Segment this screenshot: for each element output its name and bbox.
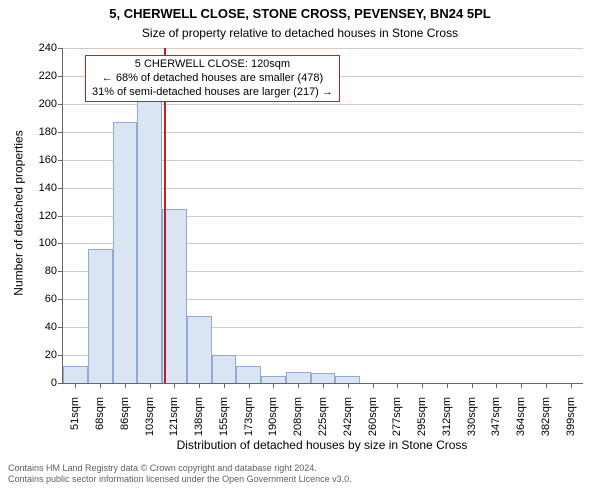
histogram-bar (261, 376, 286, 383)
y-axis-label: Number of detached properties (11, 45, 25, 380)
xtick-mark (199, 383, 200, 388)
xtick-mark (373, 383, 374, 388)
xtick-mark (546, 383, 547, 388)
ytick-mark (58, 243, 63, 244)
xtick-mark (397, 383, 398, 388)
property-size-histogram: 5, CHERWELL CLOSE, STONE CROSS, PEVENSEY… (0, 0, 600, 500)
ytick-label: 180 (31, 126, 57, 138)
xtick-mark (75, 383, 76, 388)
ytick-mark (58, 383, 63, 384)
xtick-mark (298, 383, 299, 388)
chart-title-address: 5, CHERWELL CLOSE, STONE CROSS, PEVENSEY… (0, 6, 600, 21)
xtick-mark (472, 383, 473, 388)
gridline (63, 48, 583, 49)
ytick-label: 160 (31, 154, 57, 166)
histogram-bar (212, 355, 237, 383)
ytick-label: 140 (31, 182, 57, 194)
xtick-mark (447, 383, 448, 388)
ytick-mark (58, 355, 63, 356)
annotation-line: ← 68% of detached houses are smaller (47… (92, 72, 333, 86)
xtick-mark (125, 383, 126, 388)
xtick-mark (224, 383, 225, 388)
ytick-mark (58, 299, 63, 300)
ytick-label: 20 (31, 349, 57, 361)
annotation-line: 5 CHERWELL CLOSE: 120sqm (92, 58, 333, 72)
footer-line-2: Contains public sector information licen… (8, 474, 600, 485)
histogram-bar (286, 372, 311, 383)
annotation-line: 31% of semi-detached houses are larger (… (92, 86, 333, 100)
ytick-label: 100 (31, 237, 57, 249)
annotation-box: 5 CHERWELL CLOSE: 120sqm← 68% of detache… (85, 55, 340, 102)
ytick-mark (58, 271, 63, 272)
ytick-label: 80 (31, 265, 57, 277)
ytick-label: 60 (31, 293, 57, 305)
ytick-label: 0 (31, 377, 57, 389)
histogram-bar (187, 316, 212, 383)
ytick-label: 40 (31, 321, 57, 333)
histogram-bar (335, 376, 360, 383)
xtick-mark (348, 383, 349, 388)
ytick-mark (58, 327, 63, 328)
histogram-bar (236, 366, 261, 383)
xtick-mark (273, 383, 274, 388)
xtick-mark (521, 383, 522, 388)
histogram-bar (311, 373, 336, 383)
ytick-label: 220 (31, 70, 57, 82)
xtick-mark (422, 383, 423, 388)
ytick-mark (58, 48, 63, 49)
chart-subtitle: Size of property relative to detached ho… (0, 26, 600, 40)
ytick-mark (58, 160, 63, 161)
ytick-mark (58, 132, 63, 133)
ytick-label: 120 (31, 210, 57, 222)
xtick-mark (571, 383, 572, 388)
histogram-bar (63, 366, 88, 383)
xtick-mark (100, 383, 101, 388)
plot-area: 02040608010012014016018020022024051sqm68… (62, 48, 583, 384)
ytick-mark (58, 76, 63, 77)
xtick-mark (174, 383, 175, 388)
xtick-mark (150, 383, 151, 388)
ytick-mark (58, 216, 63, 217)
xtick-mark (323, 383, 324, 388)
ytick-label: 200 (31, 98, 57, 110)
histogram-bar (113, 122, 138, 383)
histogram-bar (137, 73, 162, 383)
ytick-mark (58, 104, 63, 105)
x-axis-label: Distribution of detached houses by size … (62, 438, 582, 452)
histogram-bar (88, 249, 113, 383)
ytick-label: 240 (31, 42, 57, 54)
ytick-mark (58, 188, 63, 189)
xtick-mark (496, 383, 497, 388)
xtick-mark (249, 383, 250, 388)
copyright-footer: Contains HM Land Registry data © Crown c… (0, 463, 600, 485)
footer-line-1: Contains HM Land Registry data © Crown c… (8, 463, 600, 474)
